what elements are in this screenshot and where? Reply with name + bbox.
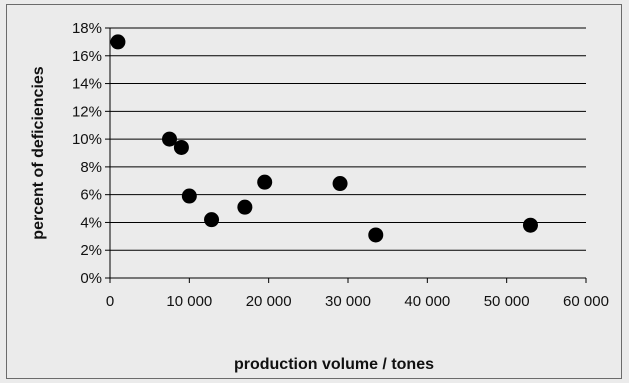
data-point-6 [237,199,253,215]
y-tick-label-8: 16% [72,48,102,65]
y-tick-label-9: 18% [72,20,102,37]
y-tick-label-3: 6% [80,187,102,204]
x-tick-label-1: 10 000 [166,293,212,310]
y-tick-label-2: 4% [80,214,102,231]
x-tick-label-2: 20 000 [246,293,292,310]
gridlines [110,27,586,251]
data-point-7 [257,174,273,190]
data-point-3 [173,139,189,155]
axes [105,27,587,283]
y-tick-label-1: 2% [80,242,102,259]
chart-frame: 0% 2% 4% 6% 8% 10% 12% 14% 16% 18% 0 10 000 20 000 3… [6,4,622,379]
y-tick-label-7: 14% [72,76,102,93]
data-point-5 [204,212,220,228]
x-tick-label-5: 50 000 [484,293,530,310]
y-tick-label-0: 0% [80,270,102,287]
data-point-2 [162,131,177,147]
data-points [110,34,538,243]
x-tick-label-6: 60 000 [563,293,609,310]
y-tick-label-6: 12% [72,103,102,120]
x-tick-label-0: 0 [106,293,114,310]
x-axis-title: production volume / tones [234,356,434,373]
y-tick-label-4: 8% [80,159,102,176]
y-tick-label-5: 10% [72,131,102,148]
data-point-10 [522,217,538,233]
y-tick-labels: 0% 2% 4% 6% 8% 10% 12% 14% 16% 18% [72,20,102,287]
data-point-4 [181,188,197,204]
data-point-1 [110,34,126,50]
x-tick-labels: 0 10 000 20 000 30 000 40 000 50 000 60 000 [106,293,609,310]
y-axis-title: percent of deficiencies [30,66,47,239]
x-tick-label-4: 40 000 [404,293,450,310]
data-point-9 [368,227,384,243]
x-tick-label-3: 30 000 [325,293,371,310]
scatter-chart: 0% 2% 4% 6% 8% 10% 12% 14% 16% 18% 0 10 000 20 000 3… [30,20,609,373]
data-point-8 [332,176,348,192]
